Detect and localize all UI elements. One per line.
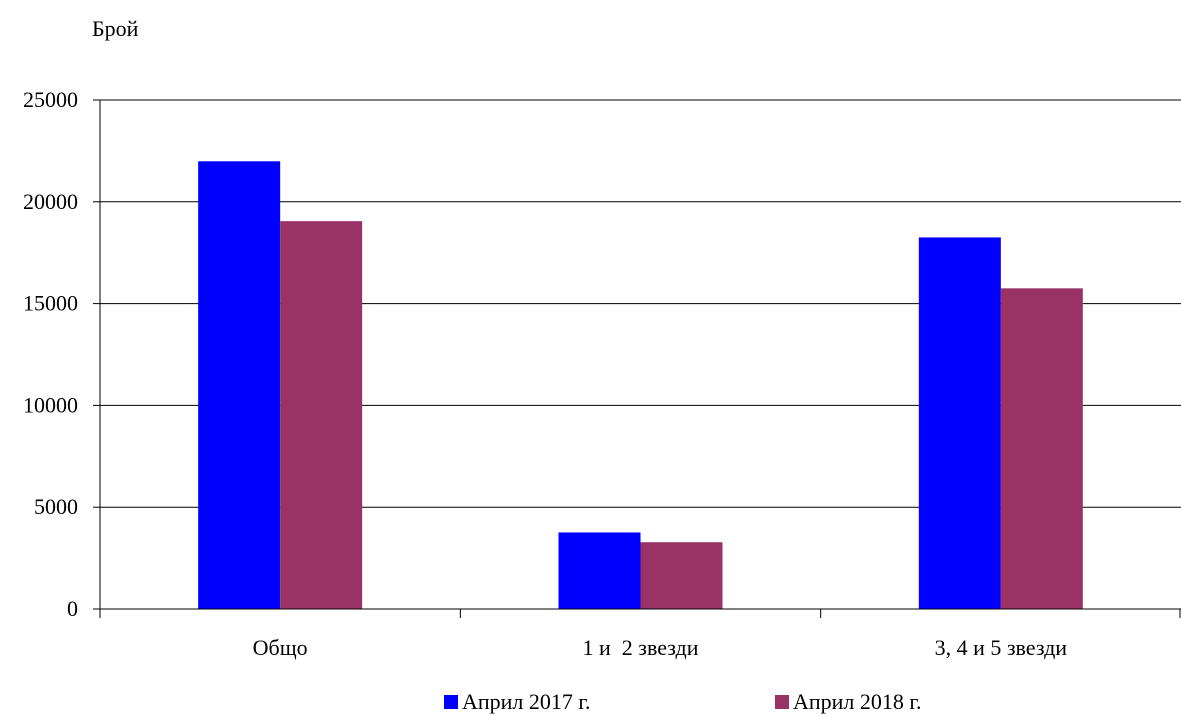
bar-2-series-1 (1000, 288, 1083, 609)
y-tick-label: 25000 (23, 87, 78, 112)
legend-swatch-april-2017 (444, 695, 458, 709)
legend-swatch-april-2018 (775, 695, 789, 709)
legend: Април 2017 г. Април 2018 г. (0, 689, 1181, 715)
x-tick-label: 1 и 2 звезди (582, 635, 698, 660)
bar-2-series-0 (918, 237, 1001, 609)
legend-label-april-2018: Април 2018 г. (793, 689, 922, 714)
y-tick-label: 15000 (23, 291, 78, 316)
x-tick-label: Общо (253, 635, 308, 660)
y-tick-label: 5000 (34, 494, 78, 519)
bar-0-series-0 (198, 161, 281, 609)
legend-item-april-2018: Април 2018 г. (775, 689, 921, 715)
legend-label-april-2017: Април 2017 г. (462, 689, 591, 714)
bar-1-series-1 (640, 542, 723, 609)
legend-item-april-2017: Април 2017 г. (444, 689, 590, 715)
x-tick-label: 3, 4 и 5 звезди (935, 635, 1068, 660)
y-tick-label: 10000 (23, 392, 78, 417)
y-tick-label: 0 (67, 596, 78, 621)
y-axis-label: Брой (92, 16, 139, 41)
bar-0-series-1 (280, 221, 363, 609)
y-tick-label: 20000 (23, 189, 78, 214)
bar-1-series-0 (558, 532, 641, 609)
